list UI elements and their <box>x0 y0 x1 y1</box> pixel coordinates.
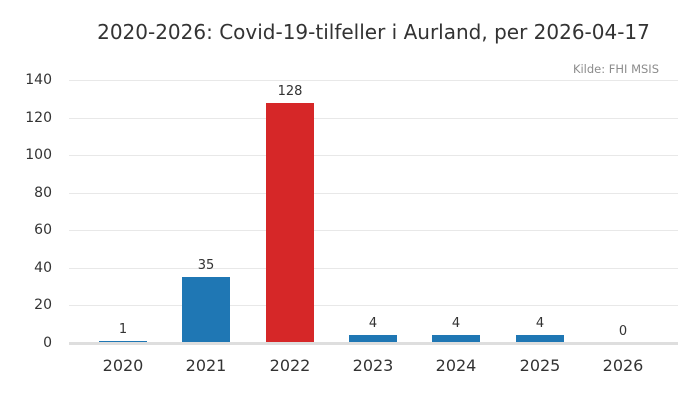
y-tick-label: 100 <box>25 147 52 163</box>
x-axis-line <box>69 342 678 345</box>
y-tick-label: 0 <box>43 335 52 351</box>
gridline-y-140 <box>69 80 678 81</box>
x-tick-label: 2020 <box>102 356 144 375</box>
bar-value-label: 4 <box>368 316 378 331</box>
y-tick-label: 60 <box>34 222 52 238</box>
y-tick-label: 80 <box>34 185 52 201</box>
y-tick-label: 140 <box>25 72 52 88</box>
gridline-y-120 <box>69 118 678 119</box>
source-label: Kilde: FHI MSIS <box>572 62 659 76</box>
bar-value-label: 128 <box>277 84 303 99</box>
gridline-y-20 <box>69 305 678 306</box>
gridline-y-60 <box>69 230 678 231</box>
bar-2022 <box>266 102 314 343</box>
x-tick-label: 2022 <box>269 356 311 375</box>
gridline-y-40 <box>69 268 678 269</box>
x-tick-label: 2021 <box>185 356 227 375</box>
bar-2024 <box>432 335 480 343</box>
x-tick-label: 2024 <box>435 356 477 375</box>
bar-value-label: 0 <box>618 324 628 339</box>
bar-2021 <box>182 277 230 343</box>
x-tick-label: 2026 <box>602 356 644 375</box>
bar-value-label: 1 <box>118 322 128 337</box>
x-tick-label: 2023 <box>352 356 394 375</box>
y-tick-label: 20 <box>34 297 52 313</box>
bar-2025 <box>516 335 564 343</box>
gridline-y-100 <box>69 155 678 156</box>
chart-title: 2020-2026: Covid-19-tilfeller i Aurland,… <box>97 20 650 44</box>
bar-2023 <box>349 335 397 343</box>
y-tick-label: 120 <box>25 110 52 126</box>
gridline-y-80 <box>69 193 678 194</box>
bar-value-label: 4 <box>451 316 461 331</box>
x-tick-label: 2025 <box>519 356 561 375</box>
y-tick-label: 40 <box>34 260 52 276</box>
bar-value-label: 4 <box>535 316 545 331</box>
bar-value-label: 35 <box>197 258 215 273</box>
